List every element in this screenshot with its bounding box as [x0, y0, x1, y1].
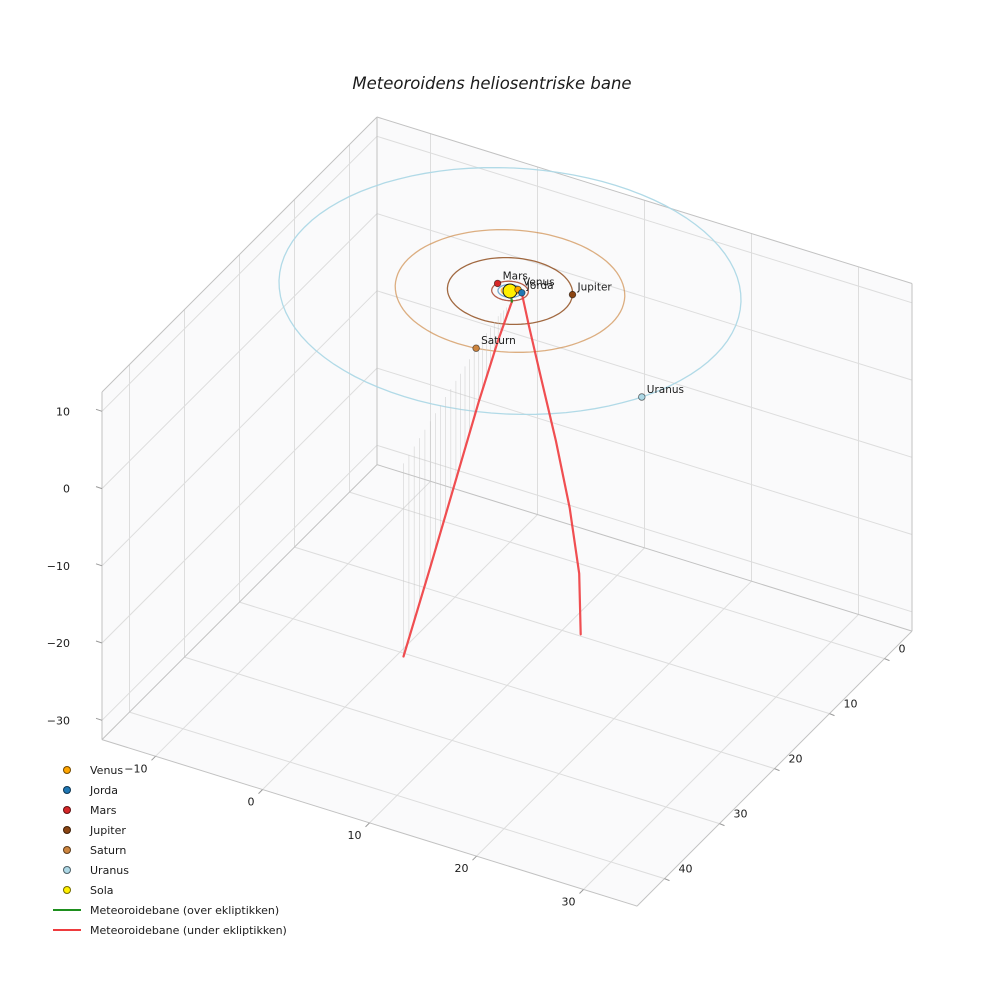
y-tick-label: 20	[789, 753, 803, 766]
legend-label: Mars	[90, 803, 117, 817]
x-tick-label: 30	[562, 896, 576, 909]
trajectory-stems	[403, 304, 510, 657]
planet-label-venus: Venus	[523, 277, 555, 289]
legend-marker-icon	[63, 886, 71, 894]
legend-marker-icon	[63, 786, 71, 794]
legend-swatch	[50, 866, 84, 874]
z-tick-label: −30	[47, 714, 70, 727]
planet-markers	[472, 279, 646, 401]
planet-label-mars: Mars	[503, 270, 528, 282]
y-tick-label: 0	[899, 643, 906, 656]
legend-item-mars: Mars	[50, 800, 287, 820]
legend-item-meteoroidebane: Meteoroidebane (under ekliptikken)	[50, 920, 287, 940]
legend-item-jorda: Jorda	[50, 780, 287, 800]
x-tick-label: 20	[455, 862, 469, 875]
planet-label-jorda: Jorda	[526, 280, 554, 292]
orbit-saturn	[394, 229, 626, 353]
legend-line-icon	[53, 909, 81, 911]
legend-marker-icon	[63, 866, 71, 874]
legend-marker-icon	[63, 806, 71, 814]
y-tick-label: 30	[734, 808, 748, 821]
x-tick-label: 10	[348, 829, 362, 842]
legend: Venus Jorda Mars Jupiter Saturn Uranus Sola Met…	[50, 760, 287, 940]
orbit-uranus	[278, 166, 742, 416]
planet-marker-saturn	[472, 344, 480, 352]
planet-orbits	[278, 166, 742, 416]
z-tick-label: 10	[56, 405, 70, 418]
legend-swatch	[50, 766, 84, 774]
legend-swatch	[50, 846, 84, 854]
orbit-jupiter	[446, 256, 574, 326]
legend-label: Meteoroidebane (under ekliptikken)	[90, 923, 287, 937]
planet-marker-jupiter	[568, 290, 577, 299]
legend-label: Jupiter	[90, 823, 126, 837]
meteoroid-path-under-right	[520, 292, 582, 636]
legend-swatch	[50, 909, 84, 911]
planet-marker-mars	[493, 279, 502, 288]
legend-label: Venus	[90, 763, 124, 777]
meteoroid-path-under-left	[402, 300, 513, 658]
legend-label: Meteoroidebane (over ekliptikken)	[90, 903, 280, 917]
legend-item-meteoroidebane: Meteoroidebane (over ekliptikken)	[50, 900, 287, 920]
legend-swatch	[50, 826, 84, 834]
planet-label-uranus: Uranus	[647, 384, 684, 396]
legend-marker-icon	[63, 766, 71, 774]
legend-marker-icon	[63, 846, 71, 854]
legend-label: Sola	[90, 883, 114, 897]
z-tick-label: −10	[47, 560, 70, 573]
legend-item-jupiter: Jupiter	[50, 820, 287, 840]
chart-title: Meteoroidens heliosentriske bane	[352, 74, 632, 93]
planet-marker-jorda	[518, 289, 526, 297]
grid-lines	[101, 133, 913, 890]
legend-item-venus: Venus	[50, 760, 287, 780]
z-tick-label: −20	[47, 637, 70, 650]
legend-swatch	[50, 786, 84, 794]
legend-label: Saturn	[90, 843, 127, 857]
legend-label: Uranus	[90, 863, 129, 877]
legend-item-saturn: Saturn	[50, 840, 287, 860]
legend-item-uranus: Uranus	[50, 860, 287, 880]
legend-swatch	[50, 806, 84, 814]
x-tick-label: 0	[248, 796, 255, 809]
legend-swatch	[50, 886, 84, 894]
legend-line-icon	[53, 929, 81, 931]
legend-item-sola: Sola	[50, 880, 287, 900]
planet-label-jupiter: Jupiter	[577, 282, 613, 294]
z-tick-label: 0	[63, 483, 70, 496]
y-tick-label: 40	[679, 863, 693, 876]
legend-marker-icon	[63, 826, 71, 834]
planet-label-saturn: Saturn	[481, 335, 516, 347]
x-tick-label: −10	[124, 762, 147, 775]
planet-marker-uranus	[638, 393, 646, 401]
y-tick-label: 10	[844, 698, 858, 711]
legend-label: Jorda	[90, 783, 119, 797]
legend-swatch	[50, 929, 84, 931]
tick-labels: −10 0 10 20 30 0 10 20 30 40 10 0 −10 −20 −30	[47, 405, 906, 908]
